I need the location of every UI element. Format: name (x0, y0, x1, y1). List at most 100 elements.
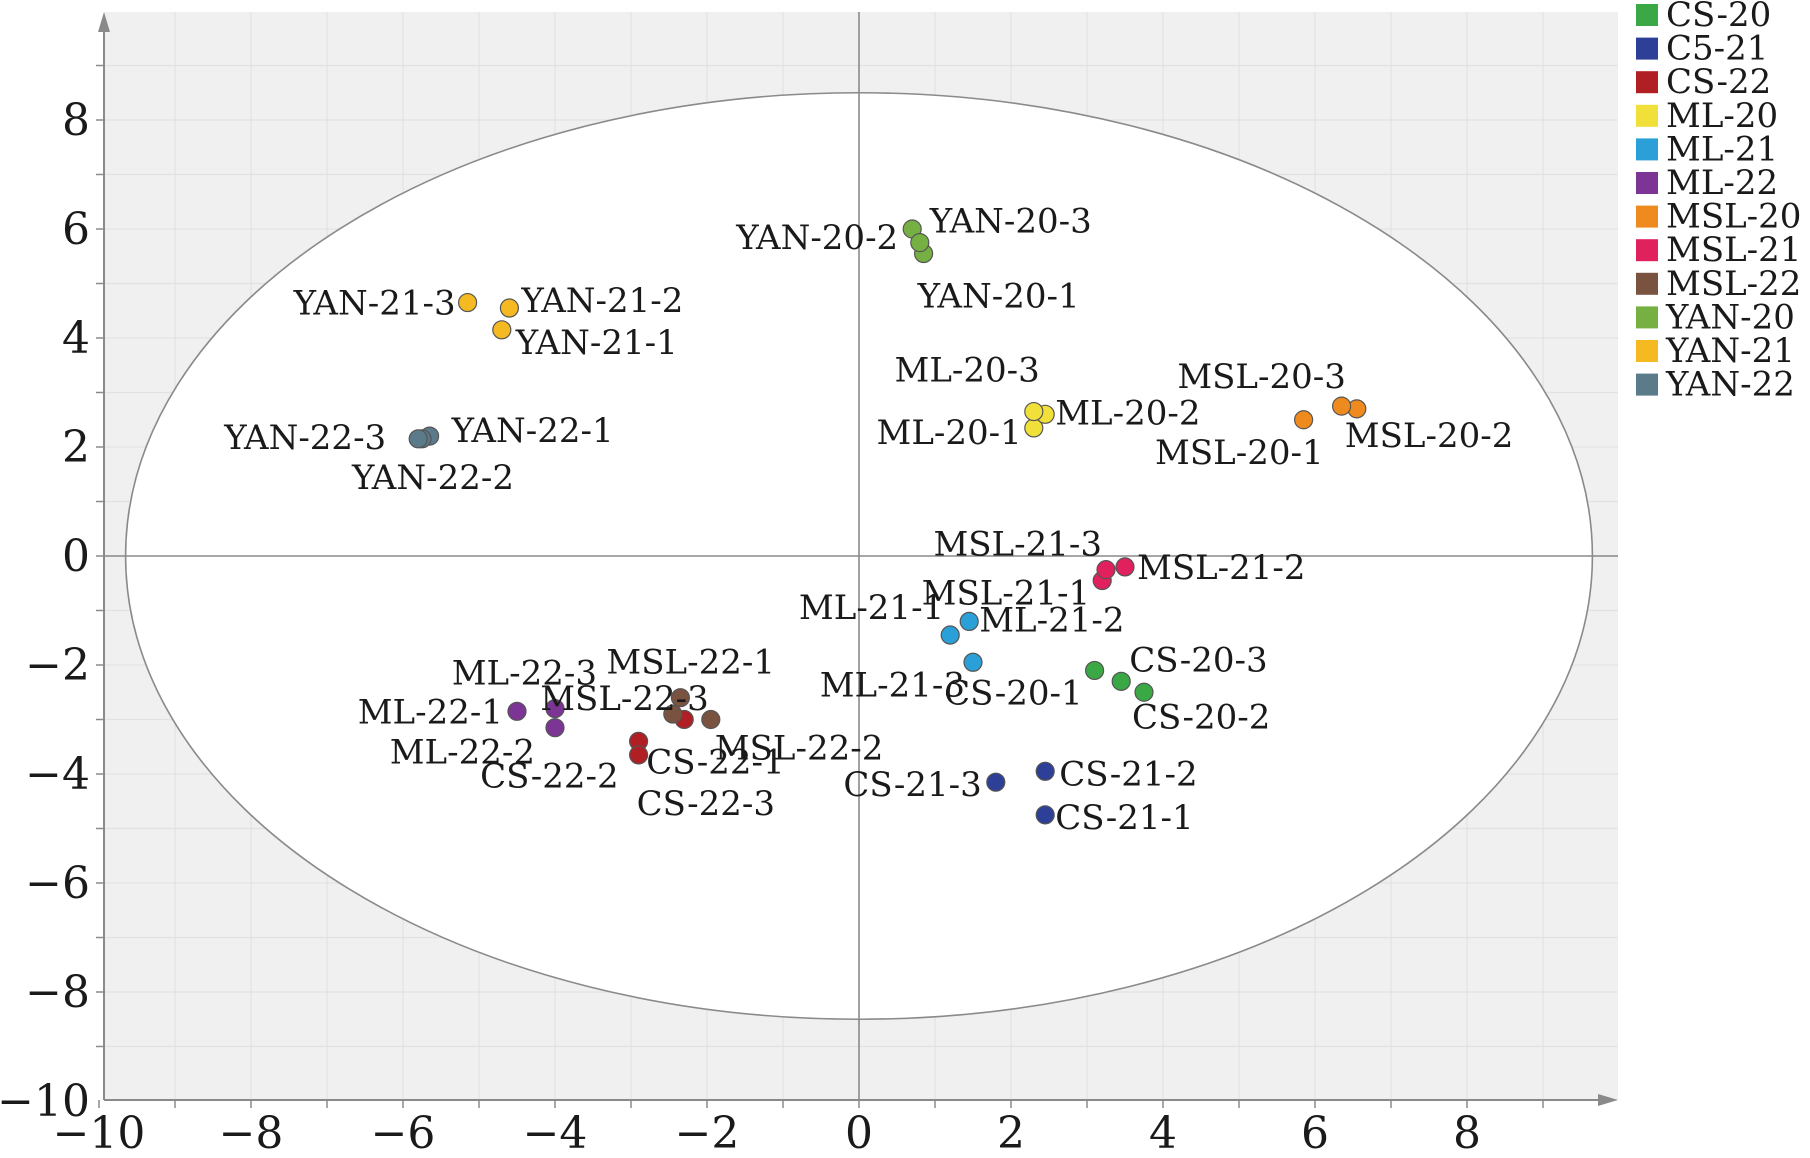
y-axis-arrow (98, 12, 110, 32)
legend-swatch (1636, 71, 1658, 94)
point-label: ML-22-1 (358, 692, 503, 732)
data-point (1115, 557, 1135, 577)
legend-label: MSL-21 (1666, 230, 1801, 270)
point-label: YAN-21-2 (520, 281, 683, 321)
x-tick-label: 0 (845, 1108, 873, 1158)
point-label: YAN-20-3 (929, 202, 1092, 242)
y-tick-label: −8 (25, 967, 90, 1018)
x-tick-label: 2 (997, 1108, 1025, 1158)
y-tick-labels: −10 −8 −6 −4 −2 0 2 4 6 8 (0, 95, 90, 1127)
point-label: CS-21-3 (843, 765, 981, 805)
x-tick-label: −8 (219, 1108, 284, 1158)
point-label: MSL-21-1 (922, 574, 1091, 614)
y-tick-label: −10 (0, 1076, 90, 1127)
legend-label: YAN-22 (1665, 365, 1795, 405)
data-points (408, 219, 1367, 825)
x-tick-labels: −10 −8 −6 −4 −2 0 2 4 6 8 (53, 1108, 1481, 1158)
data-point (499, 298, 519, 318)
data-point (1035, 761, 1055, 781)
point-label: YAN-21-3 (293, 284, 456, 324)
x-tick-label: 6 (1301, 1108, 1329, 1158)
data-point (1024, 401, 1044, 422)
data-point (1293, 410, 1314, 430)
legend-label: YAN-20 (1665, 297, 1795, 337)
data-point (1111, 671, 1131, 691)
legend-label: ML-20 (1666, 96, 1778, 136)
y-tick-label: 8 (62, 95, 90, 146)
legend-swatch (1636, 138, 1658, 161)
point-label: ML-20-3 (895, 351, 1040, 391)
y-tick-label: 6 (62, 204, 90, 255)
data-point (458, 292, 478, 313)
point-label: YAN-22-2 (351, 458, 514, 498)
point-label: CS-21-1 (1055, 798, 1193, 838)
point-label: YAN-20-1 (917, 277, 1080, 317)
legend-label: MSL-22 (1666, 264, 1801, 304)
x-tick-label: −10 (53, 1108, 146, 1158)
point-label: CS-20-3 (1129, 640, 1267, 680)
data-point (963, 652, 983, 672)
point-label: CS-22-1 (646, 743, 784, 783)
point-label: ML-22-2 (390, 733, 535, 773)
legend-swatch (1636, 4, 1658, 26)
legend-swatch (1636, 37, 1658, 60)
y-tick-label: −4 (25, 749, 90, 800)
point-label: MSL-22-2 (715, 729, 884, 769)
legend-swatch (1636, 306, 1658, 329)
y-tick-label: 2 (62, 422, 90, 473)
legend-label: ML-22 (1666, 163, 1778, 203)
point-label: MSL-22-1 (606, 643, 775, 683)
point-label: CS-20-2 (1132, 697, 1270, 737)
data-point (545, 718, 565, 738)
point-label: MSL-20-1 (1155, 433, 1324, 473)
point-label: CS-20-1 (944, 673, 1082, 713)
point-label: YAN-21-1 (515, 323, 678, 363)
data-point (670, 688, 691, 708)
legend-swatch (1636, 172, 1658, 194)
point-label: YAN-22-3 (223, 418, 386, 458)
data-point (986, 772, 1006, 792)
point-label: MSL-21-2 (1137, 548, 1306, 588)
point-label: ML-21-2 (979, 600, 1124, 640)
point-label: CS-21-2 (1059, 754, 1197, 794)
legend-swatch (1636, 272, 1658, 295)
data-point (1096, 560, 1116, 580)
data-point (1331, 396, 1352, 416)
legend-label: YAN-21 (1665, 331, 1795, 371)
point-labels: CS-20-1 CS-20-2 CS-20-3 CS-21-1CS-21-2 CS-21… (223, 202, 1513, 838)
legend-swatch (1636, 104, 1658, 127)
x-tick-label: −4 (523, 1108, 588, 1158)
x-tick-label: −2 (675, 1108, 740, 1158)
data-point (701, 709, 721, 730)
point-label: YAN-22-1 (451, 411, 614, 451)
data-point (545, 698, 565, 719)
legend-label: ML-21 (1666, 129, 1778, 169)
legend-swatch (1636, 205, 1658, 228)
legend-label: CS-20 (1666, 0, 1771, 35)
point-label: MSL-20-2 (1345, 416, 1514, 456)
legend-label: CS-22 (1666, 62, 1771, 102)
data-point (910, 233, 930, 253)
point-label: ML-22-3 (452, 654, 597, 694)
data-point (507, 701, 527, 721)
point-label: CS-22-2 (480, 756, 618, 796)
point-label: MSL-21-3 (933, 525, 1102, 565)
point-label: ML-21-3 (820, 665, 965, 705)
x-axis-arrow (1598, 1094, 1618, 1106)
y-tick-label: −6 (25, 858, 90, 909)
legend: CS-20C5-21CS-22ML-20ML-21ML-22MSL-20MSL-… (1636, 0, 1801, 405)
y-tick-label: 0 (62, 531, 90, 582)
legend-swatch (1636, 340, 1658, 362)
y-tick-label: 4 (62, 313, 90, 364)
data-point (1035, 805, 1055, 825)
legend-swatch (1636, 373, 1658, 396)
data-point (663, 704, 683, 724)
x-tick-label: 4 (1149, 1108, 1177, 1158)
data-point (1134, 682, 1154, 702)
point-label: MSL-20-3 (1177, 357, 1346, 397)
axes (96, 12, 1618, 1108)
point-label: ML-20-2 (1055, 393, 1200, 433)
x-tick-label: −6 (371, 1108, 436, 1158)
data-point (628, 745, 649, 765)
data-point (408, 429, 428, 449)
